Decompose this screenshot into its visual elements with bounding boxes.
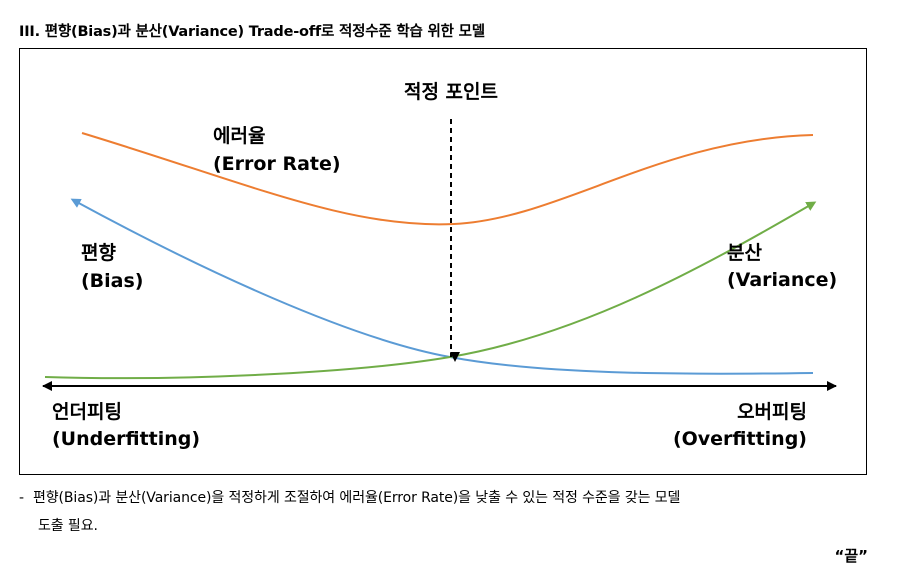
bias-label: 편향 [81,242,116,264]
variance-label-en: (Variance) [727,269,837,291]
bias-label-en: (Bias) [81,270,144,292]
variance-label: 분산 [727,242,762,264]
tradeoff-diagram: 적정 포인트 에러율 (Error Rate) 편향 (Bias) 분산 (Va… [19,48,867,475]
end-mark: “끝” [834,547,868,565]
note-line-2: 도출 필요. [38,518,98,534]
tradeoff-diagram-canvas: 적정 포인트 에러율 (Error Rate) 편향 (Bias) 분산 (Va… [42,81,837,450]
optimal-point-label: 적정 포인트 [404,81,498,103]
section-title: III. 편향(Bias)과 분산(Variance) Trade-off로 적… [19,24,485,40]
bias-curve [70,198,814,375]
overfitting-label: 오버피팅 [737,401,807,423]
error-rate-label-en: (Error Rate) [213,153,341,175]
note-line-1: 편향(Bias)과 분산(Variance)을 적정하게 조절하여 에러율(Er… [33,490,681,506]
summary-note: - 편향(Bias)과 분산(Variance)을 적정하게 조절하여 에러율(E… [19,484,869,540]
overfitting-label-en: (Overfitting) [673,428,807,450]
error-rate-curve [81,132,814,226]
variance-curve [44,201,817,380]
note-bullet: - [19,490,24,506]
error-rate-label: 에러율 [213,125,265,147]
underfitting-label: 언더피팅 [52,401,122,423]
underfitting-label-en: (Underfitting) [52,428,200,450]
